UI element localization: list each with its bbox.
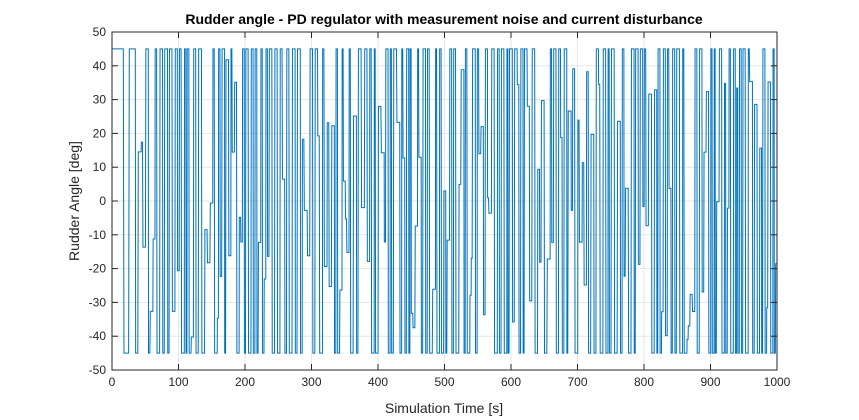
- x-tick-label: 900: [700, 375, 720, 389]
- y-tick-label: -50: [89, 363, 107, 377]
- rudder-angle-series-line: [112, 48, 777, 354]
- y-tick-label: -20: [89, 262, 107, 276]
- x-tick-label: 600: [501, 375, 521, 389]
- y-tick-label: 30: [93, 93, 107, 107]
- y-tick-label: -40: [89, 329, 107, 343]
- x-tick-label: 700: [567, 375, 587, 389]
- x-tick-label: 0: [109, 375, 116, 389]
- y-tick-label: 0: [99, 194, 106, 208]
- chart-title: Rudder angle - PD regulator with measure…: [185, 11, 703, 27]
- x-tick-label: 800: [634, 375, 654, 389]
- x-tick-label: 400: [368, 375, 388, 389]
- y-tick-label: 10: [93, 160, 107, 174]
- y-tick-label: -30: [89, 295, 107, 309]
- y-tick-label: 50: [93, 25, 107, 39]
- y-axis-label: Rudder Angle [deg]: [66, 141, 82, 261]
- x-axis-label: Simulation Time [s]: [385, 400, 503, 416]
- x-tick-label: 200: [235, 375, 255, 389]
- x-tick-label: 500: [434, 375, 454, 389]
- series-group: [112, 48, 777, 354]
- x-tick-label: 100: [168, 375, 188, 389]
- y-tick-label: 20: [93, 126, 107, 140]
- y-tick-label: 40: [93, 59, 107, 73]
- x-tick-label: 1000: [764, 375, 791, 389]
- ticks: 0 100 200 300 400 500 600 700 800 900 1000-50-40-3…: [89, 25, 791, 389]
- x-tick-label: 300: [301, 375, 321, 389]
- y-tick-label: -10: [89, 228, 107, 242]
